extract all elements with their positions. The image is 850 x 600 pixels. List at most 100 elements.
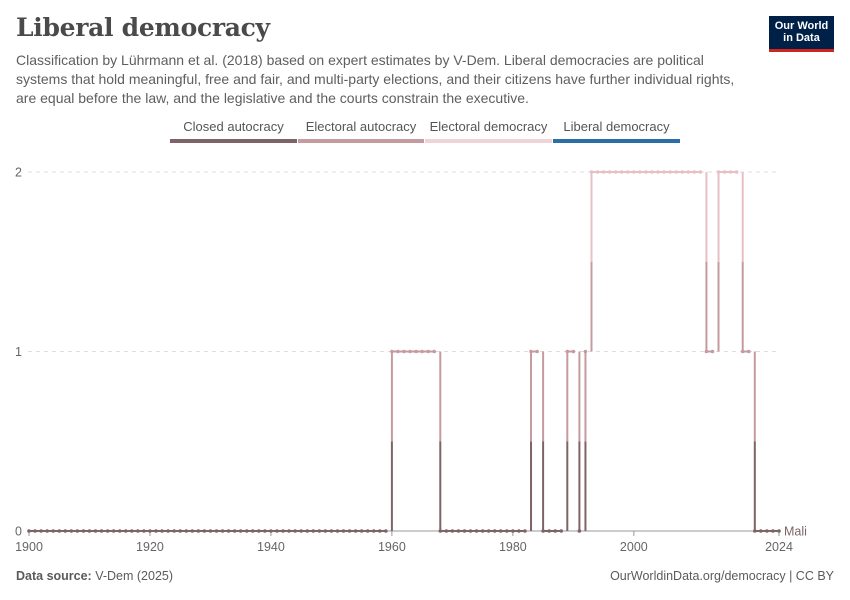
data-point xyxy=(444,529,449,533)
x-tick-label: 1940 xyxy=(257,540,285,554)
y-tick-label: 0 xyxy=(15,525,22,539)
data-point xyxy=(341,529,346,533)
legend-label: Electoral democracy xyxy=(429,119,548,134)
legend-swatch xyxy=(298,139,424,143)
data-point xyxy=(517,529,521,533)
data-point xyxy=(771,529,775,533)
data-point xyxy=(492,529,497,533)
data-point xyxy=(359,529,364,533)
data-point xyxy=(51,529,55,533)
data-point xyxy=(111,529,116,533)
data-point xyxy=(692,170,697,174)
data-point xyxy=(347,529,352,533)
x-tick-label: 2000 xyxy=(620,540,648,554)
data-point xyxy=(619,170,624,174)
series-label: Mali xyxy=(784,525,807,539)
legend-label: Electoral autocracy xyxy=(305,119,417,134)
data-point xyxy=(740,349,745,354)
data-point xyxy=(468,529,473,533)
x-tick-label: 1920 xyxy=(136,540,164,554)
data-point xyxy=(142,529,146,533)
data-point xyxy=(523,529,527,533)
data-point xyxy=(27,529,31,533)
data-point xyxy=(638,170,642,174)
data-point xyxy=(178,529,183,533)
source-url[interactable]: OurWorldinData.org/democracy | CC BY xyxy=(610,569,834,583)
legend-item-electoral-democracy[interactable]: Electoral democracy xyxy=(425,119,552,143)
data-point xyxy=(371,529,376,533)
data-point xyxy=(680,170,685,174)
data-point xyxy=(650,170,654,174)
data-point xyxy=(505,529,509,533)
data-point xyxy=(632,170,636,174)
data-point xyxy=(734,170,739,174)
data-point xyxy=(353,529,358,533)
data-point xyxy=(130,529,134,533)
legend-swatch xyxy=(170,139,297,143)
data-point xyxy=(160,529,164,533)
data-point xyxy=(710,349,715,354)
data-point xyxy=(704,349,709,354)
data-point xyxy=(541,529,545,533)
data-point xyxy=(33,529,37,533)
owid-logo[interactable]: Our World in Data xyxy=(769,16,834,52)
legend-item-closed-autocracy[interactable]: Closed autocracy xyxy=(170,119,297,143)
data-point xyxy=(93,529,98,533)
data-point xyxy=(202,529,207,533)
data-point xyxy=(589,170,594,174)
data-point xyxy=(329,529,334,533)
data-point xyxy=(238,529,243,533)
data-point xyxy=(668,170,672,174)
data-point xyxy=(269,529,273,533)
chart-subtitle: Classification by Lührmann et al. (2018)… xyxy=(16,52,735,106)
data-point xyxy=(583,349,588,354)
data-point xyxy=(105,529,110,533)
data-point xyxy=(244,529,249,533)
legend-item-electoral-autocracy[interactable]: Electoral autocracy xyxy=(298,119,424,143)
data-point xyxy=(226,529,231,533)
data-point xyxy=(281,529,285,533)
data-point xyxy=(402,349,406,354)
data-point xyxy=(81,529,86,533)
data-point xyxy=(674,170,678,174)
data-point xyxy=(335,529,340,533)
source-value[interactable]: V-Dem (2025) xyxy=(95,569,174,583)
data-point xyxy=(208,529,213,533)
data-point xyxy=(154,529,158,533)
y-tick-label: 1 xyxy=(15,345,22,359)
data-point xyxy=(601,170,606,174)
data-point xyxy=(39,529,43,533)
data-point xyxy=(384,529,388,533)
data-point xyxy=(765,529,769,533)
data-point xyxy=(559,529,564,533)
logo-line-1: Our World xyxy=(774,20,829,32)
data-point xyxy=(220,529,225,533)
data-point xyxy=(565,349,570,354)
data-point xyxy=(759,529,763,533)
data-point xyxy=(378,529,382,533)
data-point xyxy=(716,170,721,174)
data-point xyxy=(232,529,237,533)
data-point xyxy=(148,529,152,533)
legend-label: Liberal democracy xyxy=(563,119,670,134)
data-point xyxy=(607,170,612,174)
data-point xyxy=(123,529,128,533)
data-point xyxy=(728,170,733,174)
data-point xyxy=(777,529,781,533)
data-point xyxy=(99,529,104,533)
data-point xyxy=(117,529,122,533)
data-point xyxy=(166,529,170,533)
x-tick-label: 2024 xyxy=(765,540,793,554)
data-point xyxy=(275,529,279,533)
data-point xyxy=(625,170,630,174)
data-point xyxy=(287,529,291,533)
data-point xyxy=(450,529,455,533)
data-point xyxy=(63,529,68,533)
data-point xyxy=(408,349,412,354)
data-point xyxy=(214,529,219,533)
source-label: Data source: xyxy=(16,569,92,583)
data-point xyxy=(547,529,551,533)
data-point xyxy=(190,529,195,533)
data-point xyxy=(511,529,515,533)
legend-item-liberal-democracy[interactable]: Liberal democracy xyxy=(553,119,680,143)
